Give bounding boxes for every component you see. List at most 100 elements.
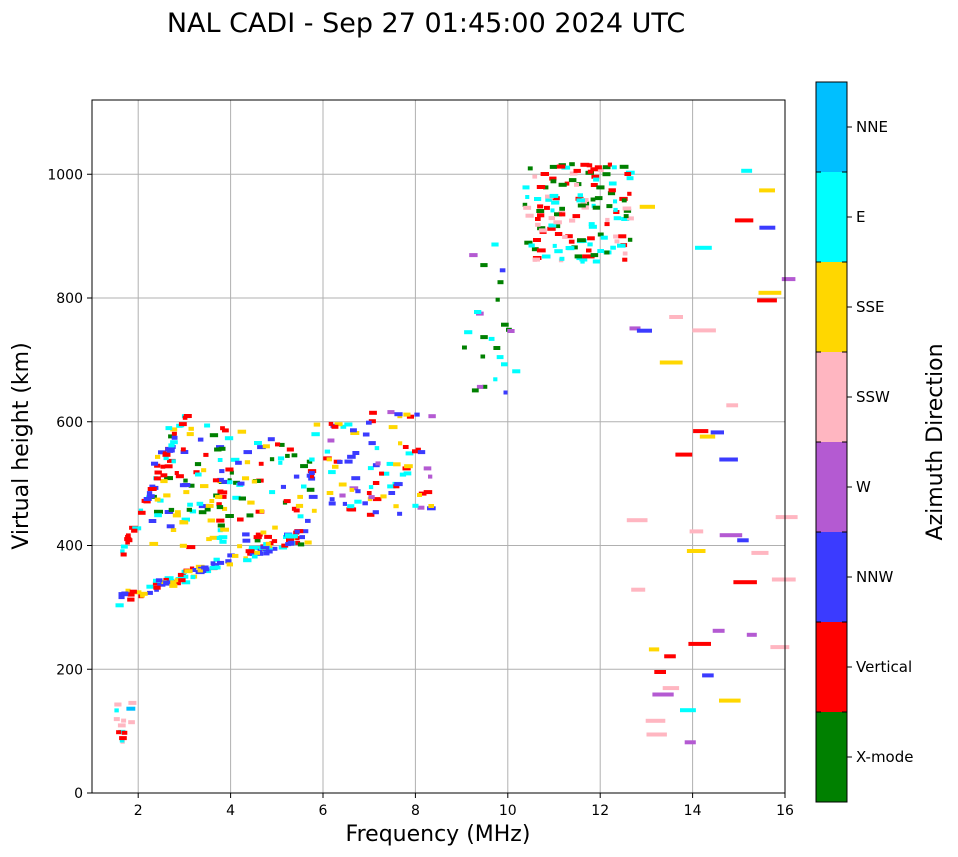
- echo-mark: [580, 162, 590, 167]
- echo-mark: [291, 506, 297, 511]
- echo-mark: [394, 482, 403, 487]
- echo-mark: [688, 641, 711, 646]
- echo-mark: [172, 513, 181, 518]
- echo-mark: [579, 257, 588, 262]
- echo-mark: [308, 476, 316, 481]
- echo-mark: [180, 447, 186, 452]
- echo-mark: [262, 444, 270, 449]
- echo-mark: [388, 491, 396, 495]
- echo-mark: [522, 185, 530, 190]
- echo-mark: [237, 481, 245, 486]
- echo-mark: [375, 461, 381, 466]
- echo-mark: [645, 718, 666, 723]
- echo-mark: [588, 224, 597, 229]
- echo-mark: [600, 235, 608, 240]
- colorbar-label: NNW: [856, 568, 893, 586]
- echo-mark: [221, 479, 228, 484]
- echo-mark: [627, 191, 632, 196]
- echo-mark: [121, 730, 128, 735]
- echo-mark: [171, 435, 178, 440]
- echo-mark: [128, 700, 137, 705]
- y-tick-label: 0: [74, 786, 83, 802]
- echo-mark: [177, 572, 184, 577]
- echo-mark: [574, 182, 579, 187]
- y-axis-label: Virtual height (km): [9, 342, 34, 549]
- echo-mark: [198, 504, 207, 509]
- echo-mark: [594, 196, 603, 201]
- echo-mark: [351, 476, 361, 481]
- echo-mark: [501, 362, 508, 367]
- echo-mark: [217, 477, 224, 482]
- echo-mark: [569, 162, 575, 167]
- echo-mark: [217, 458, 223, 462]
- echo-mark: [613, 234, 618, 239]
- echo-mark: [540, 172, 549, 176]
- echo-mark: [428, 414, 436, 419]
- echo-mark: [125, 534, 131, 539]
- echo-mark: [178, 578, 186, 583]
- echo-mark: [362, 501, 368, 506]
- echo-mark: [367, 466, 374, 471]
- echo-mark: [543, 185, 549, 190]
- y-tick-label: 800: [56, 291, 83, 307]
- echo-mark: [117, 723, 126, 728]
- echo-mark: [294, 529, 300, 534]
- echo-mark: [218, 494, 227, 499]
- echo-mark: [225, 514, 234, 518]
- echo-mark: [757, 298, 777, 303]
- colorbar: X-mode Vertical NNW W SSW SSE E NNE: [815, 81, 913, 803]
- echo-mark: [350, 428, 357, 433]
- echo-mark: [368, 485, 374, 490]
- echo-mark: [271, 539, 278, 544]
- echo-mark: [608, 188, 616, 193]
- echo-mark: [552, 196, 560, 201]
- echo-mark: [265, 541, 271, 546]
- echo-mark: [397, 511, 403, 516]
- echo-mark: [215, 494, 223, 499]
- echo-mark: [120, 544, 128, 549]
- echo-mark: [163, 456, 169, 461]
- echo-mark: [569, 218, 576, 223]
- echo-mark: [292, 534, 298, 539]
- x-tick-label: 10: [499, 803, 517, 819]
- echo-mark: [180, 450, 189, 454]
- echo-mark: [275, 442, 281, 447]
- echo-mark: [525, 195, 530, 199]
- echo-mark: [260, 530, 267, 535]
- echo-mark: [243, 450, 252, 455]
- echo-mark: [327, 438, 335, 443]
- echo-mark: [553, 220, 562, 225]
- echo-mark: [193, 470, 200, 475]
- echo-mark: [173, 581, 181, 586]
- echo-mark: [537, 226, 546, 231]
- echo-mark: [189, 566, 195, 571]
- echo-mark: [203, 452, 209, 457]
- echo-mark: [235, 460, 242, 465]
- echo-mark: [528, 243, 535, 248]
- echo-mark: [160, 473, 168, 478]
- echo-mark: [255, 532, 263, 537]
- echo-mark: [568, 178, 577, 183]
- echo-mark: [245, 549, 255, 554]
- echo-mark: [154, 513, 162, 518]
- echo-mark: [427, 506, 436, 511]
- echo-mark: [334, 422, 343, 427]
- chart-title: NAL CADI - Sep 27 01:45:00 2024 UTC: [167, 8, 685, 39]
- echo-mark: [631, 587, 646, 592]
- colorbar-label: SSE: [856, 298, 885, 316]
- colorbar-swatch: [816, 532, 847, 622]
- echo-mark: [163, 577, 169, 582]
- echo-mark: [285, 542, 292, 547]
- echo-mark: [293, 474, 300, 479]
- echo-mark: [522, 202, 528, 207]
- echo-mark: [218, 535, 228, 540]
- x-tick-label: 2: [134, 803, 143, 819]
- echo-mark: [368, 419, 376, 424]
- echo-mark: [154, 497, 161, 502]
- echo-mark: [181, 580, 191, 585]
- echo-mark: [220, 426, 225, 431]
- echo-mark: [393, 462, 401, 467]
- echo-mark: [165, 426, 173, 431]
- echo-mark: [374, 446, 380, 451]
- echo-mark: [132, 526, 142, 531]
